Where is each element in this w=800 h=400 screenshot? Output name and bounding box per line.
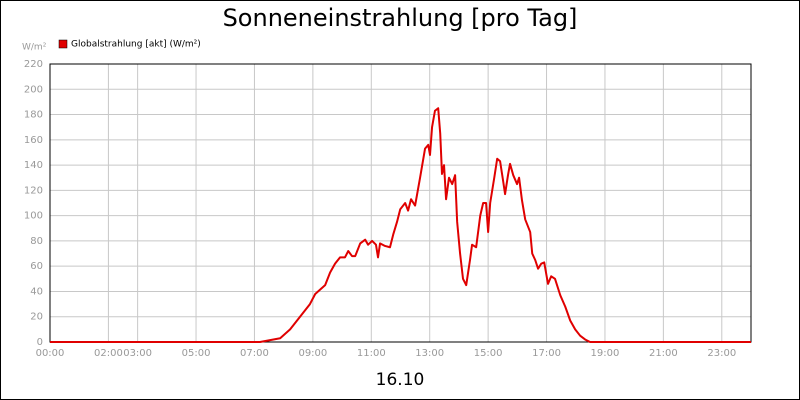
x-tick-label: 03:00 [123, 348, 152, 359]
x-tick-label: 17:00 [532, 348, 561, 359]
y-tick-label: 40 [30, 286, 43, 297]
y-tick-label: 60 [30, 261, 43, 272]
y-tick-label: 0 [37, 337, 43, 348]
plot-frame [49, 63, 752, 343]
y-unit: W/m² [22, 43, 47, 53]
x-label: 16.10 [376, 370, 425, 390]
y-tick-label: 160 [24, 135, 43, 146]
x-tick-label: 02:00 [94, 348, 123, 359]
y-tick-label: 100 [24, 211, 43, 222]
x-tick-label: 23:00 [707, 348, 736, 359]
y-tick-label: 120 [24, 185, 43, 196]
x-tick-label: 19:00 [591, 348, 620, 359]
y-tick-label: 220 [24, 59, 43, 70]
y-tick-label: 180 [24, 110, 43, 121]
legend-label: Globalstrahlung [akt] (W/m²) [71, 40, 201, 50]
y-tick-label: 20 [30, 312, 43, 323]
x-tick-label: 21:00 [649, 348, 678, 359]
x-tick-label: 09:00 [298, 348, 327, 359]
y-tick-label: 140 [24, 160, 43, 171]
x-tick-label: 13:00 [415, 348, 444, 359]
x-tick-label: 11:00 [357, 348, 386, 359]
x-tick-label: 07:00 [240, 348, 269, 359]
y-tick-label: 80 [30, 236, 43, 247]
y-tick-label: 200 [24, 84, 43, 95]
data-line [50, 107, 751, 343]
x-tick-label: 00:00 [36, 348, 65, 359]
legend-swatch [58, 39, 68, 49]
chart-title: Sonneneinstrahlung [pro Tag] [223, 4, 578, 32]
x-tick-label: 15:00 [474, 348, 503, 359]
plot-area [50, 64, 751, 342]
x-tick-label: 05:00 [182, 348, 211, 359]
